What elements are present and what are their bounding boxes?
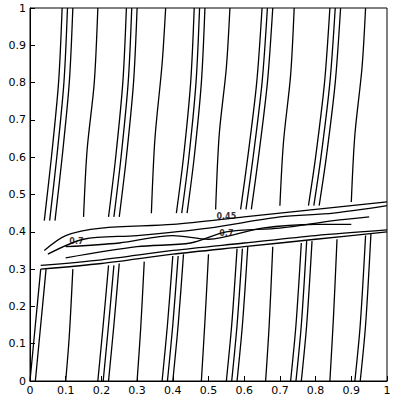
svg-text:0.8: 0.8	[307, 384, 325, 397]
svg-text:0.7: 0.7	[9, 113, 27, 126]
svg-text:0.5: 0.5	[9, 188, 27, 201]
svg-text:0: 0	[19, 375, 26, 388]
svg-text:0.4: 0.4	[164, 384, 182, 397]
svg-text:0.8: 0.8	[9, 76, 27, 89]
svg-text:0.3: 0.3	[128, 384, 146, 397]
svg-text:0.7: 0.7	[69, 236, 84, 246]
svg-text:0.1: 0.1	[9, 337, 27, 350]
svg-text:0.3: 0.3	[9, 263, 27, 276]
svg-text:0.7: 0.7	[219, 229, 234, 239]
svg-text:0.5: 0.5	[200, 384, 218, 397]
svg-text:0.6: 0.6	[9, 151, 27, 164]
svg-text:0.2: 0.2	[9, 300, 27, 313]
svg-text:0.2: 0.2	[93, 384, 111, 397]
svg-text:0.9: 0.9	[9, 39, 27, 52]
svg-text:0: 0	[27, 384, 34, 397]
svg-text:0.45: 0.45	[216, 212, 237, 222]
svg-text:1: 1	[19, 2, 26, 15]
svg-text:1: 1	[384, 384, 391, 397]
svg-text:0.1: 0.1	[57, 384, 75, 397]
svg-text:0.6: 0.6	[235, 384, 253, 397]
svg-text:0.9: 0.9	[343, 384, 361, 397]
svg-text:0.7: 0.7	[271, 384, 289, 397]
svg-text:0.4: 0.4	[9, 225, 27, 238]
